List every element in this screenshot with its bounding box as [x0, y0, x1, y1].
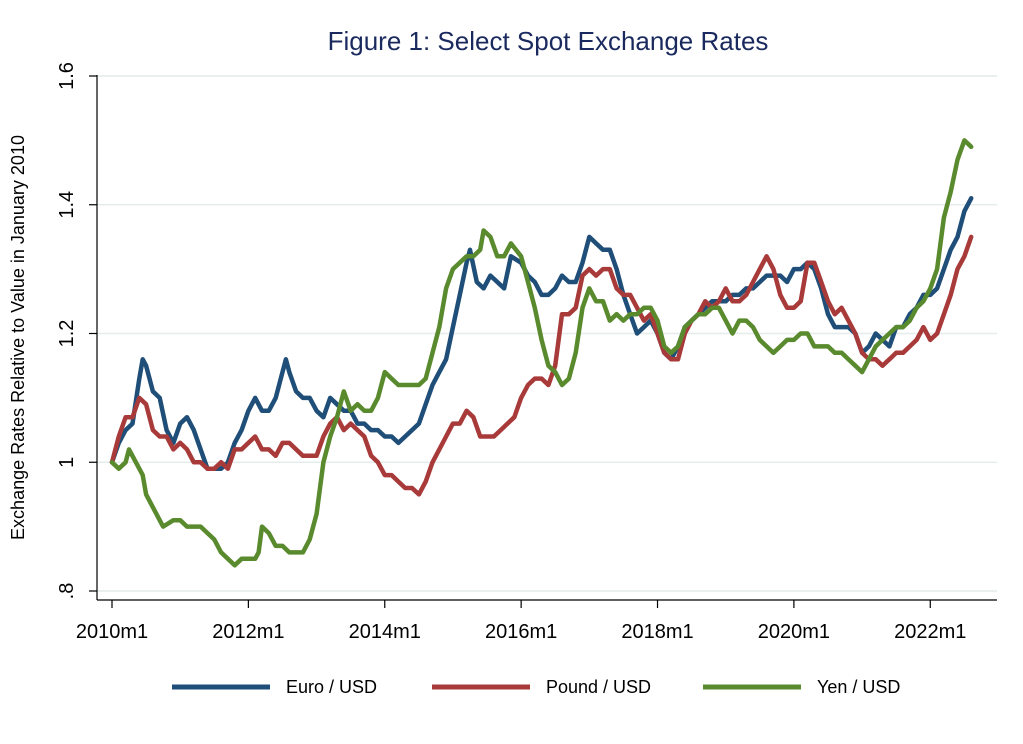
chart-title: Figure 1: Select Spot Exchange Rates [327, 26, 769, 56]
x-tick-label: 2020m1 [758, 621, 830, 643]
series-line-1 [109, 234, 974, 497]
grid-lines [97, 75, 997, 592]
series-line-2 [109, 138, 974, 568]
legend-label-1: Pound / USD [546, 677, 651, 697]
x-tick-label: 2012m1 [212, 621, 284, 643]
axes: .8 1 1.2 1.4 1.6 2010m1 2012m1 2014m1 2016m1 2018… [8, 62, 997, 643]
legend-label-0: Euro / USD [286, 677, 377, 697]
x-tick-label: 2014m1 [349, 621, 421, 643]
y-tick-label: 1.4 [56, 191, 78, 219]
x-tick-label: 2016m1 [485, 621, 557, 643]
legend: Euro / USD Pound / USD Yen / USD [172, 677, 900, 697]
x-tick-label: 2018m1 [621, 621, 693, 643]
series-lines [109, 138, 974, 568]
y-tick-label: .8 [56, 583, 78, 600]
series-line-0 [109, 196, 974, 471]
y-tick-label: 1.6 [56, 62, 78, 90]
y-axis-title: Exchange Rates Relative to Value in Janu… [8, 135, 28, 540]
x-tick-label: 2022m1 [894, 621, 966, 643]
y-tick-label: 1 [56, 457, 78, 468]
x-tick-label: 2010m1 [76, 621, 148, 643]
y-tick-label: 1.2 [56, 320, 78, 348]
legend-label-2: Yen / USD [817, 677, 900, 697]
